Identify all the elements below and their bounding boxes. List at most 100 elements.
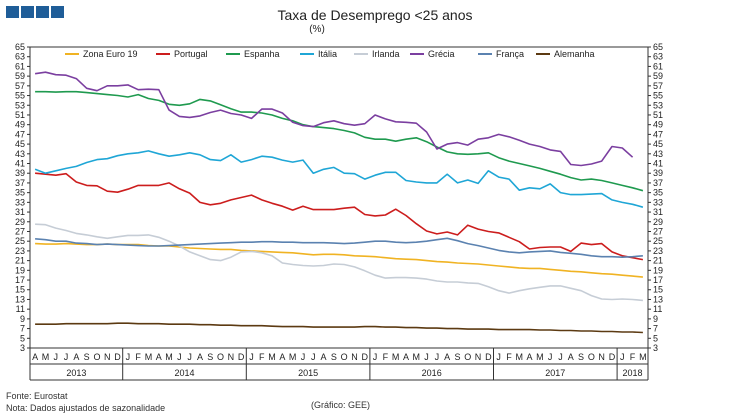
x-month-label: M [268,352,276,362]
series-line-portugal [35,172,644,261]
y-tick-label-right: 41 [653,159,663,169]
y-tick-label-right: 35 [653,188,663,198]
y-tick-label-left: 13 [15,294,25,304]
y-tick-label-right: 59 [653,71,663,81]
y-tick-label-right: 63 [653,52,663,62]
y-tick-label-right: 13 [653,294,663,304]
y-tick-label-left: 17 [15,275,25,285]
y-tick-label-left: 29 [15,217,25,227]
x-month-label: J [424,352,429,362]
y-tick-label-left: 41 [15,159,25,169]
x-month-label: M [413,352,421,362]
adjustment-note: Nota: Dados ajustados de sazonalidade [6,403,166,413]
y-tick-label-right: 51 [653,110,663,120]
y-tick-label-right: 21 [653,256,663,266]
y-tick-label-right: 57 [653,81,663,91]
y-tick-label-left: 3 [20,343,25,353]
x-month-label: A [279,352,285,362]
y-tick-label-left: 5 [20,333,25,343]
y-tick-label-left: 37 [15,178,25,188]
y-tick-label-left: 47 [15,129,25,139]
y-tick-label-right: 39 [653,168,663,178]
x-month-label: N [598,352,605,362]
y-tick-label-left: 61 [15,61,25,71]
series-line-franca [35,237,643,258]
y-tick-label-left: 33 [15,197,25,207]
series-line-espanha [35,90,644,192]
x-month-label: J [301,352,306,362]
x-month-label: O [464,352,471,362]
x-month-label: J [435,352,440,362]
x-month-label: A [403,352,409,362]
legend-label: Zona Euro 19 [83,49,138,59]
y-tick-label-right: 25 [653,236,663,246]
y-tick-label-right: 23 [653,246,663,256]
x-month-label: M [392,352,400,362]
x-month-label: S [454,352,460,362]
y-tick-label-left: 15 [15,285,25,295]
x-year-label: 2014 [174,368,194,378]
x-month-label: F [506,352,512,362]
y-tick-label-right: 15 [653,285,663,295]
x-year-label: 2015 [298,368,318,378]
x-month-label: J [177,352,182,362]
x-month-label: M [165,352,173,362]
y-tick-label-right: 45 [653,139,663,149]
x-month-label: M [516,352,524,362]
x-month-label: A [527,352,533,362]
x-month-label: D [362,352,369,362]
x-month-label: M [536,352,544,362]
x-month-label: J [620,352,625,362]
legend-label: Portugal [174,49,208,59]
x-year-label: 2018 [623,368,643,378]
y-tick-label-left: 51 [15,110,25,120]
y-tick-label-left: 43 [15,149,25,159]
x-month-label: J [558,352,563,362]
y-tick-label-left: 53 [15,100,25,110]
x-month-label: D [609,352,616,362]
x-month-label: J [311,352,316,362]
x-month-label: F [383,352,389,362]
y-tick-label-left: 11 [16,304,25,314]
y-tick-label-right: 43 [653,149,663,159]
y-tick-label-right: 37 [653,178,663,188]
x-month-label: A [156,352,162,362]
chart-title: Taxa de Desemprego <25 anos [277,7,473,23]
y-tick-label-right: 9 [653,314,658,324]
x-month-label: D [114,352,121,362]
y-tick-label-right: 49 [653,120,663,130]
chart-subtitle: (%) [309,24,325,35]
x-month-label: O [93,352,100,362]
y-tick-label-right: 65 [653,42,663,52]
x-year-label: 2017 [545,368,565,378]
legend-label: Grécia [428,49,455,59]
x-month-label: O [217,352,224,362]
y-tick-label-left: 63 [15,52,25,62]
x-month-label: A [32,352,38,362]
y-tick-label-right: 61 [653,61,663,71]
x-month-label: O [588,352,595,362]
chart-credit: (Gráfico: GEE) [311,400,371,410]
plot-frame [29,46,649,349]
y-tick-label-right: 33 [653,197,663,207]
y-tick-label-right: 53 [653,100,663,110]
x-month-label: O [341,352,348,362]
x-month-label: A [321,352,327,362]
y-tick-label-right: 55 [653,91,663,101]
y-tick-label-left: 19 [15,265,25,275]
x-month-label: M [639,352,647,362]
y-tick-label-left: 9 [20,314,25,324]
y-tick-label-right: 47 [653,129,663,139]
publisher-logo [6,6,66,18]
x-month-label: S [331,352,337,362]
x-month-label: N [475,352,482,362]
x-month-label: F [630,352,636,362]
y-tick-label-left: 55 [15,91,25,101]
y-tick-label-right: 7 [653,324,658,334]
x-month-label: J [187,352,192,362]
y-tick-label-left: 31 [15,207,25,217]
x-month-label: S [578,352,584,362]
x-month-label: M [42,352,50,362]
x-month-label: A [197,352,203,362]
x-month-label: M [289,352,297,362]
